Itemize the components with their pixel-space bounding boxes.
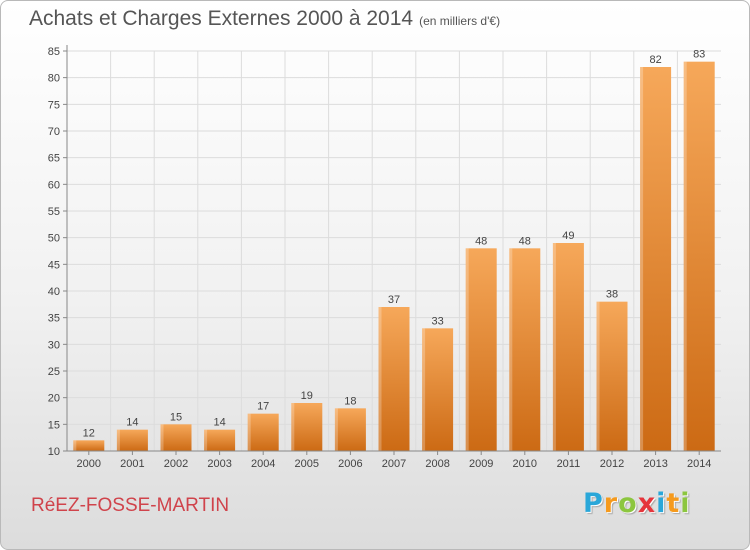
data-label: 38 — [606, 289, 618, 301]
bars — [73, 61, 715, 452]
bar-highlight — [640, 67, 644, 451]
y-tick-label: 50 — [48, 233, 60, 245]
y-tick-label: 25 — [48, 366, 60, 378]
x-tick-label: 2001 — [120, 458, 144, 470]
logo-letter: P — [583, 488, 604, 519]
commune-name: RéEZ-FOSSE-MARTIN — [31, 495, 230, 516]
bar-2012 — [596, 301, 628, 451]
y-tick-label: 85 — [48, 46, 60, 58]
x-tick-label: 2011 — [557, 458, 581, 470]
bar-highlight — [422, 328, 426, 451]
logo-letter: r — [603, 488, 619, 519]
x-tick-label: 2002 — [164, 458, 188, 470]
x-tick-label: 2014 — [687, 458, 711, 470]
y-tick-label: 65 — [48, 153, 60, 165]
bar-highlight — [160, 424, 164, 451]
data-label: 18 — [344, 395, 356, 407]
chart-title: Achats et Charges Externes 2000 à 2014 (e… — [29, 7, 500, 31]
bar-highlight — [465, 248, 469, 451]
bar-2000 — [73, 440, 105, 451]
x-tick-label: 2009 — [469, 458, 493, 470]
bar-highlight — [378, 307, 382, 451]
bar-highlight — [552, 243, 556, 451]
bar-2006 — [334, 408, 366, 451]
bar-2009 — [465, 248, 497, 451]
y-tick-label: 45 — [48, 259, 60, 271]
y-tick-label: 15 — [48, 419, 60, 431]
y-tick-label: 75 — [48, 99, 60, 111]
data-label: 12 — [83, 427, 95, 439]
data-label: 14 — [213, 417, 225, 429]
logo-letter: i — [656, 488, 667, 519]
bar-highlight — [291, 403, 295, 451]
y-tick-label: 55 — [48, 206, 60, 218]
logo-letter: t — [666, 488, 681, 519]
bar-2008 — [422, 328, 454, 451]
y-tick-label: 40 — [48, 286, 60, 298]
logo-letter: i — [680, 488, 691, 519]
x-tick-label: 2013 — [643, 458, 667, 470]
x-tick-label: 2005 — [295, 458, 319, 470]
bar-2004 — [247, 413, 279, 451]
bar-2002 — [160, 424, 192, 451]
x-tick-label: 2007 — [382, 458, 406, 470]
data-label: 48 — [519, 235, 531, 247]
data-label: 37 — [388, 294, 400, 306]
y-tick-label: 35 — [48, 313, 60, 325]
data-label: 14 — [126, 417, 138, 429]
data-label: 19 — [301, 390, 313, 402]
logo-letter: o — [618, 488, 638, 519]
logo-letter: x — [637, 488, 657, 519]
data-label: 48 — [475, 235, 487, 247]
x-tick-label: 2006 — [338, 458, 362, 470]
y-tick-label: 10 — [48, 446, 60, 458]
bar-highlight — [509, 248, 513, 451]
bar-highlight — [116, 429, 120, 451]
y-tick-label: 60 — [48, 179, 60, 191]
data-label: 49 — [562, 230, 574, 242]
x-tick-label: 2012 — [600, 458, 624, 470]
chart-title-text: Achats et Charges Externes 2000 à 2014 — [29, 7, 414, 30]
bar-highlight — [204, 429, 208, 451]
x-tick-label: 2000 — [77, 458, 101, 470]
data-labels: 12 14 15 14 17 19 18 37 33 48 48 49 38 82 83 — [83, 49, 706, 440]
bar-2003 — [204, 429, 236, 451]
proxiti-logo: Proxiti — [583, 488, 691, 519]
chart-unit: (en milliers d'€) — [419, 14, 501, 28]
x-tick-label: 2010 — [513, 458, 537, 470]
bar-2010 — [509, 248, 541, 451]
bar-2014 — [683, 61, 715, 452]
bar-2011 — [552, 243, 584, 451]
data-label: 82 — [649, 54, 661, 66]
data-label: 83 — [693, 49, 705, 61]
axes: 10 15 20 25 30 35 40 45 50 55 60 65 70 75 80 85 2000 2001… — [48, 45, 721, 470]
bar-2013 — [640, 67, 672, 451]
bar-2007 — [378, 307, 410, 451]
bar-highlight — [334, 408, 338, 451]
data-label: 17 — [257, 401, 269, 413]
bar-2001 — [116, 429, 148, 451]
data-label: 33 — [431, 315, 443, 327]
bar-highlight — [73, 440, 77, 451]
y-tick-label: 70 — [48, 126, 60, 138]
x-tick-label: 2003 — [207, 458, 231, 470]
bar-highlight — [596, 301, 600, 451]
y-tick-label: 20 — [48, 393, 60, 405]
bar-highlight — [247, 413, 251, 451]
data-label: 15 — [170, 411, 182, 423]
y-tick-label: 30 — [48, 339, 60, 351]
y-tick-label: 80 — [48, 73, 60, 85]
x-tick-label: 2004 — [251, 458, 275, 470]
bar-highlight — [683, 61, 687, 452]
x-tick-label: 2008 — [425, 458, 449, 470]
bar-2005 — [291, 403, 323, 451]
